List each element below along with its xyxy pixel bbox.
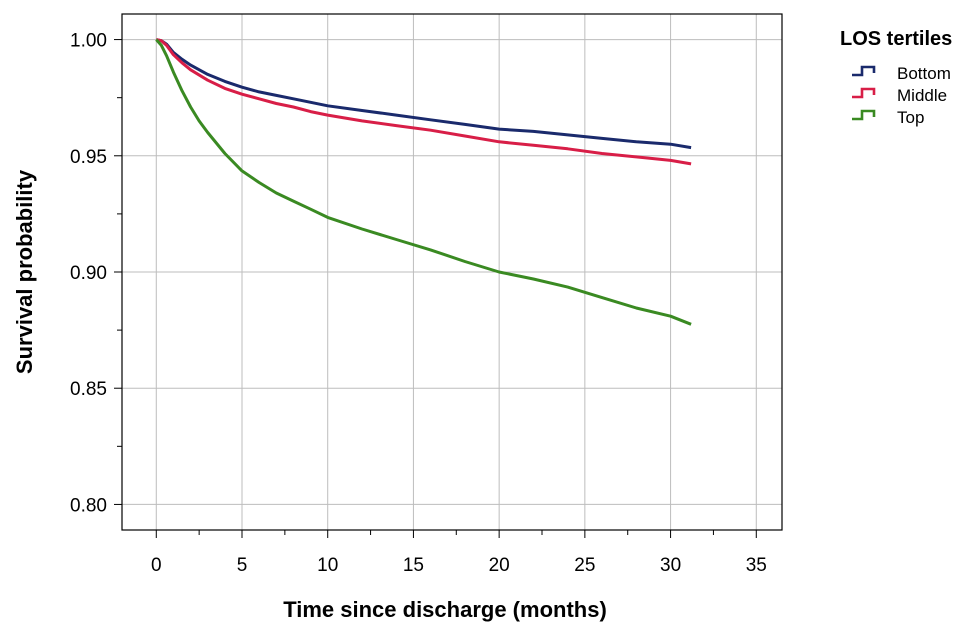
y-tick-label: 0.85 — [70, 379, 107, 400]
legend-title: LOS tertiles — [840, 28, 952, 50]
x-tick-label: 25 — [574, 555, 595, 576]
series-line-bottom — [155, 38, 692, 150]
y-tick-label: 1.00 — [70, 31, 107, 52]
legend-swatch-middle — [852, 87, 876, 99]
series-lines — [155, 38, 692, 326]
y-axis-title: Survival probability — [12, 169, 37, 374]
x-axis-title: Time since discharge (months) — [283, 597, 607, 622]
x-tick-label: 35 — [746, 555, 767, 576]
series-line-top — [155, 38, 692, 326]
axis-ticks: 0 5 10 15 20 25 30 35 0.80 0.85 0.90 0.95 1.00 — [70, 31, 767, 576]
x-tick-label: 0 — [151, 555, 162, 576]
legend-label-middle: Middle — [897, 86, 947, 105]
legend-swatch-bottom — [852, 65, 876, 77]
y-tick-label: 0.95 — [70, 147, 107, 168]
x-tick-label: 20 — [489, 555, 510, 576]
x-tick-label: 5 — [237, 555, 248, 576]
y-tick-label: 0.80 — [70, 495, 107, 516]
legend-label-bottom: Bottom — [897, 64, 951, 83]
y-tick-label: 0.90 — [70, 263, 107, 284]
x-tick-label: 10 — [317, 555, 338, 576]
legend-swatch-top — [852, 109, 876, 121]
legend: LOS tertiles Bottom Middle Top — [840, 28, 952, 127]
series-line-middle — [155, 38, 692, 166]
x-tick-label: 30 — [660, 555, 681, 576]
legend-label-top: Top — [897, 108, 924, 127]
grid-lines — [122, 14, 782, 530]
x-tick-label: 15 — [403, 555, 424, 576]
